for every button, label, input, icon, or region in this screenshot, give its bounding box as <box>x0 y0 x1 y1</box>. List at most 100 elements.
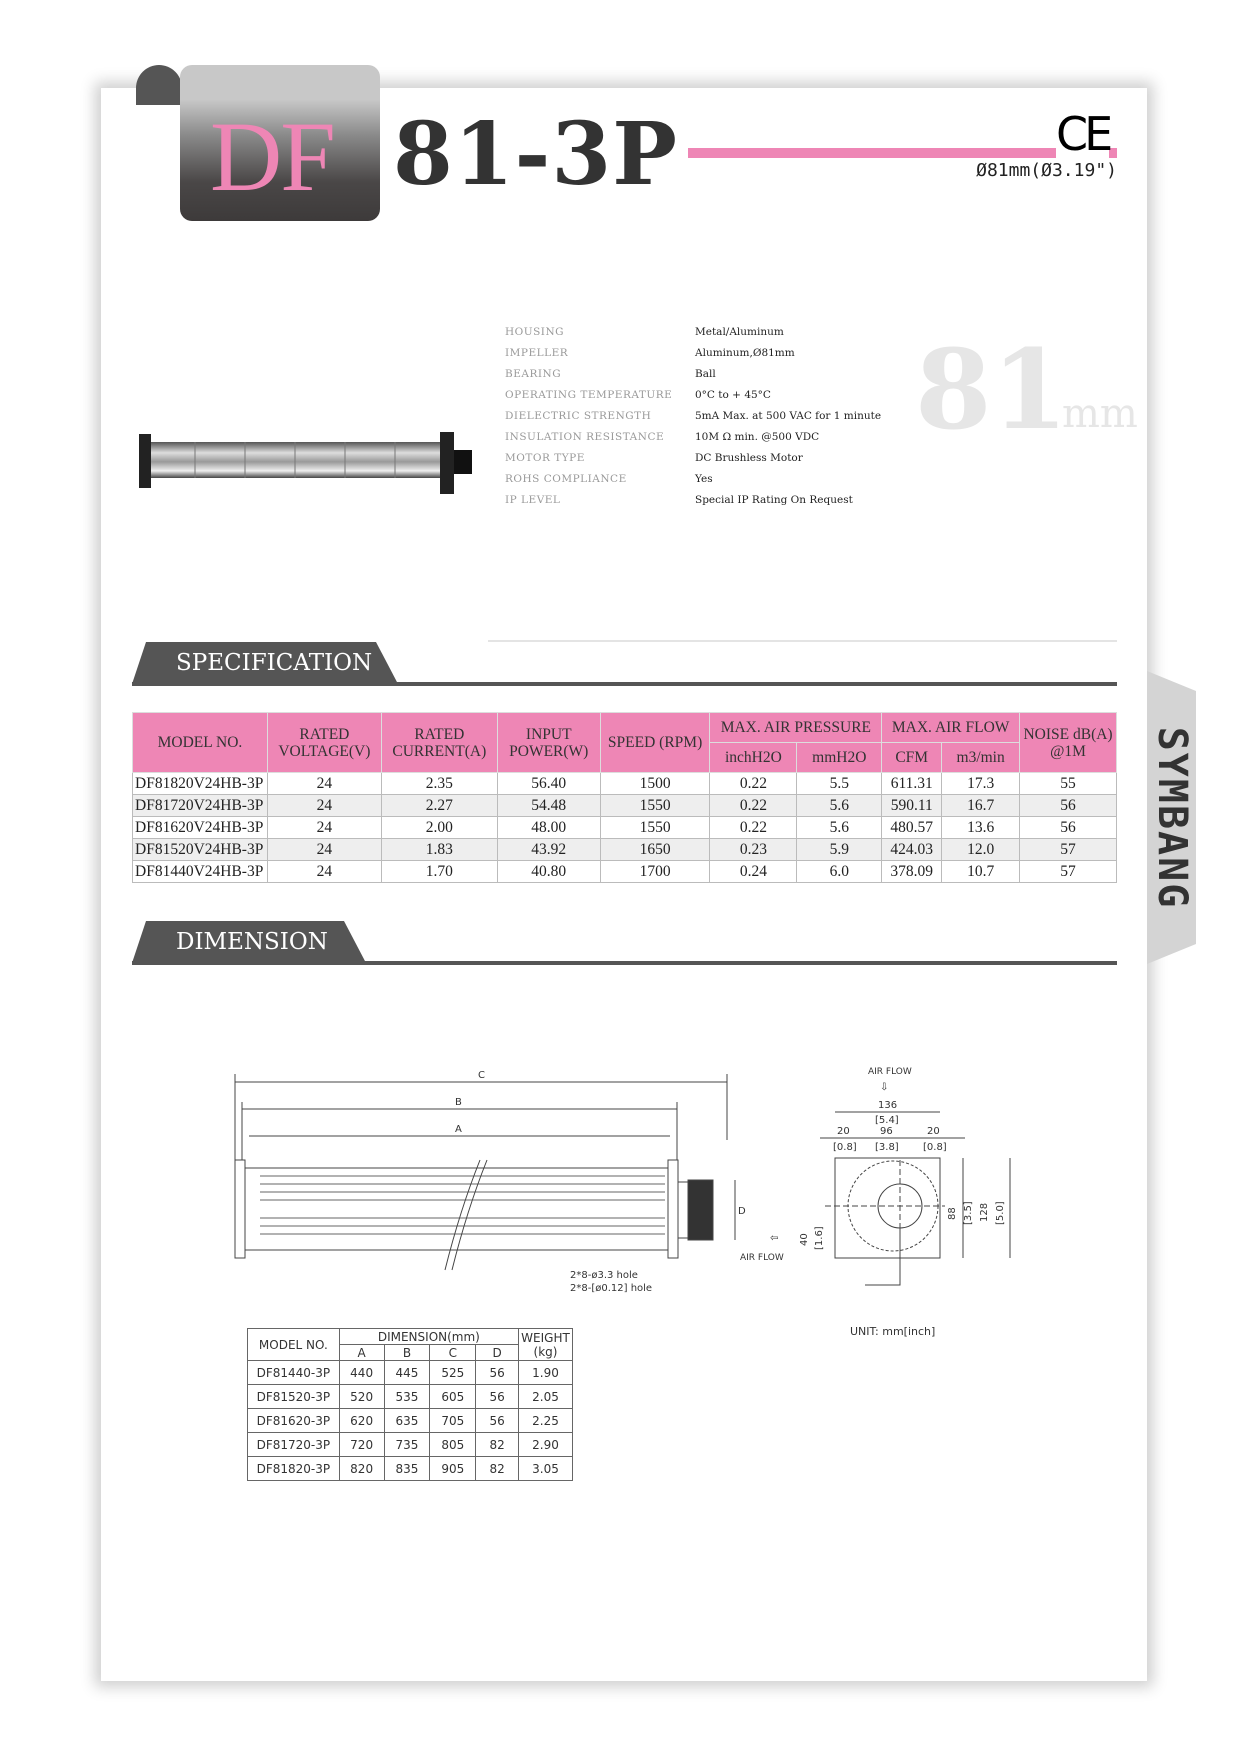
property-value: Ball <box>695 368 716 380</box>
table-cell: 5.6 <box>796 816 883 839</box>
series-tab: DF <box>180 65 380 221</box>
table-cell: 5.6 <box>796 794 883 817</box>
fan-product-image <box>139 432 472 494</box>
table-cell: 611.31 <box>881 772 943 795</box>
table-cell: 440 <box>338 1360 385 1385</box>
width-20: 20 <box>837 1126 850 1137</box>
table-cell: DF81720-3P <box>247 1432 340 1457</box>
table-cell: DF81440V24HB-3P <box>132 860 268 883</box>
table-row: DF81720V24HB-3P 24 2.27 54.48 1550 0.22 5.6 590… <box>132 794 1117 817</box>
table-cell: DF81820V24HB-3P <box>132 772 268 795</box>
width-20: 20 <box>927 1126 940 1137</box>
table-row: DF81440-3P 440 445 525 56 1.90 <box>247 1360 573 1385</box>
dim-col-d: D <box>475 1344 519 1361</box>
divider <box>488 640 1117 642</box>
property-label: INSULATION RESISTANCE <box>505 431 665 443</box>
dim-col-b: B <box>383 1344 431 1361</box>
dim-c-label: C <box>478 1070 485 1081</box>
col-inchh2o: inchH2O <box>709 742 798 773</box>
table-row: DF81820-3P 820 835 905 82 3.05 <box>247 1456 573 1481</box>
table-cell: 24 <box>266 816 382 839</box>
table-cell: 378.09 <box>881 860 943 883</box>
table-cell: 1.83 <box>380 838 498 861</box>
table-cell: 1700 <box>599 860 711 883</box>
table-cell: 0.22 <box>709 794 798 817</box>
property-label: OPERATING TEMPERATURE <box>505 389 673 401</box>
table-cell: 55 <box>1019 772 1117 795</box>
property-value: 5mA Max. at 500 VAC for 1 minute <box>695 410 882 422</box>
width-136: 136 <box>878 1100 897 1111</box>
property-label: BEARING <box>505 368 562 380</box>
table-cell: DF81620V24HB-3P <box>132 816 268 839</box>
table-cell: 525 <box>429 1360 477 1385</box>
dimension-heading: DIMENSION <box>132 921 366 963</box>
table-cell: 40.80 <box>496 860 601 883</box>
table-cell: 2.90 <box>518 1432 573 1457</box>
table-cell: 24 <box>266 860 382 883</box>
table-cell: 48.00 <box>496 816 601 839</box>
table-cell: 520 <box>338 1384 385 1409</box>
model-title: 81-3P <box>393 104 678 205</box>
table-cell: 54.48 <box>496 794 601 817</box>
diameter-label: Ø81mm(Ø3.19") <box>976 160 1117 181</box>
airflow-top-label: AIR FLOW <box>868 1067 912 1077</box>
width-96: 96 <box>880 1126 893 1137</box>
width-136-inch: [5.4] <box>875 1115 899 1126</box>
property-label: DIELECTRIC STRENGTH <box>505 410 652 422</box>
table-cell: 835 <box>383 1456 431 1481</box>
table-cell: 82 <box>475 1456 519 1481</box>
table-row: DF81620V24HB-3P 24 2.00 48.00 1550 0.22 5.6 480… <box>132 816 1117 839</box>
table-cell: 735 <box>383 1432 431 1457</box>
table-cell: 424.03 <box>881 838 943 861</box>
dim-d-label: D <box>738 1206 746 1217</box>
table-cell: 635 <box>383 1408 431 1433</box>
table-cell: 56 <box>475 1360 519 1385</box>
table-cell: 43.92 <box>496 838 601 861</box>
table-cell: 57 <box>1019 860 1117 883</box>
dimension-drawing: C B A D 2*8-ø3.3 hole 2*8-[ø0.12] hole A… <box>234 1067 1011 1338</box>
hole-label: 2*8-ø3.3 hole <box>570 1270 638 1281</box>
table-cell: 1500 <box>599 772 711 795</box>
table-cell: 56 <box>1019 816 1117 839</box>
table-cell: 480.57 <box>881 816 943 839</box>
dim-a-label: A <box>455 1124 462 1135</box>
dim-col-model: MODEL NO. <box>247 1328 340 1361</box>
dimension-table: MODEL NO. DIMENSION(mm) WEIGHT (kg) A B … <box>247 1328 573 1481</box>
table-cell: 1.90 <box>518 1360 573 1385</box>
width-96-inch: [3.8] <box>875 1142 899 1153</box>
table-cell: DF81820-3P <box>247 1456 340 1481</box>
property-value: 10M Ω min. @500 VDC <box>695 431 820 443</box>
ce-mark-icon: CE <box>1056 107 1113 161</box>
table-cell: 620 <box>338 1408 385 1433</box>
property-label: IMPELLER <box>505 347 569 359</box>
table-cell: 6.0 <box>796 860 883 883</box>
table-cell: 1550 <box>599 816 711 839</box>
table-cell: 24 <box>266 794 382 817</box>
table-cell: DF81440-3P <box>247 1360 340 1385</box>
specification-heading: SPECIFICATION <box>132 642 398 684</box>
table-cell: 605 <box>429 1384 477 1409</box>
section-rule <box>132 961 1117 965</box>
property-value: Metal/Aluminum <box>695 326 784 338</box>
series-label: DF <box>210 101 336 212</box>
property-label: IP LEVEL <box>505 494 561 506</box>
table-cell: 1.70 <box>380 860 498 883</box>
section-rule <box>132 682 1117 686</box>
table-cell: 0.22 <box>709 772 798 795</box>
table-cell: 1650 <box>599 838 711 861</box>
width-20-inch: [0.8] <box>923 1142 947 1153</box>
table-cell: 82 <box>475 1432 519 1457</box>
property-label: ROHS COMPLIANCE <box>505 473 627 485</box>
brand-logo: SYMBANG <box>1148 726 1195 909</box>
height-40: 40 <box>799 1233 810 1246</box>
height-88-inch: [3.5] <box>963 1201 974 1225</box>
arrow-left-icon: ⇦ <box>770 1233 778 1244</box>
table-cell: 820 <box>338 1456 385 1481</box>
table-cell: 3.05 <box>518 1456 573 1481</box>
tab-curl <box>136 65 182 105</box>
height-128: 128 <box>979 1203 990 1222</box>
col-voltage: RATED VOLTAGE(V) <box>266 712 382 773</box>
table-cell: DF81520-3P <box>247 1384 340 1409</box>
property-value: DC Brushless Motor <box>695 452 803 464</box>
col-current: RATED CURRENT(A) <box>380 712 498 773</box>
